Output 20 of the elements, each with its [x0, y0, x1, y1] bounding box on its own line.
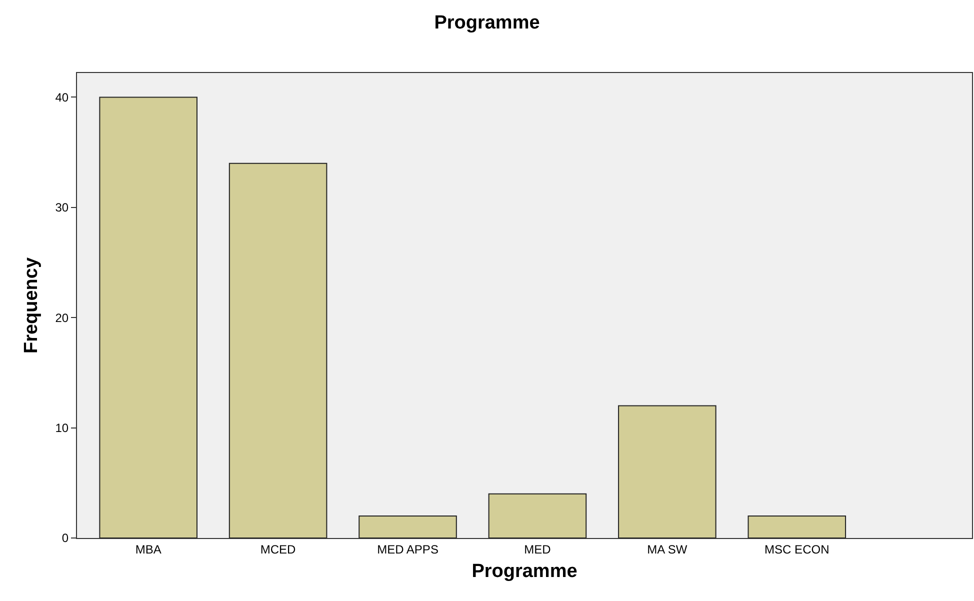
x-tick-label: MCED [260, 542, 296, 556]
bar [748, 515, 846, 538]
x-tick-label: MSC ECON [764, 542, 830, 556]
y-tick-label: 40 [55, 90, 69, 104]
x-tick-label: MA SW [647, 542, 688, 556]
x-tick-label: MBA [135, 542, 162, 556]
y-tick-label: 30 [55, 200, 69, 215]
x-axis-title: Programme [472, 561, 578, 582]
y-tick-label: 20 [55, 310, 69, 325]
bar [99, 96, 198, 538]
x-tick-label: MED [524, 542, 552, 556]
y-axis-title: Frequency [21, 257, 42, 354]
bar [358, 515, 457, 538]
y-tick-label: 10 [55, 421, 69, 436]
bar [618, 405, 716, 538]
bar [488, 493, 587, 538]
chart-title: Programme [434, 12, 540, 34]
bar [228, 162, 328, 538]
x-tick-label: MED APPS [377, 542, 438, 556]
y-tick-label: 0 [62, 531, 69, 546]
